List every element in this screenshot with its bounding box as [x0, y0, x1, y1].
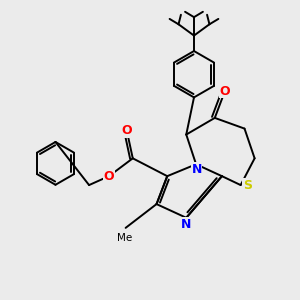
- Text: O: O: [220, 85, 230, 98]
- Text: N: N: [181, 218, 191, 231]
- Text: S: S: [243, 178, 252, 192]
- Text: N: N: [191, 163, 202, 176]
- Text: O: O: [122, 124, 132, 137]
- Text: Me: Me: [116, 233, 132, 243]
- Text: O: O: [104, 170, 114, 183]
